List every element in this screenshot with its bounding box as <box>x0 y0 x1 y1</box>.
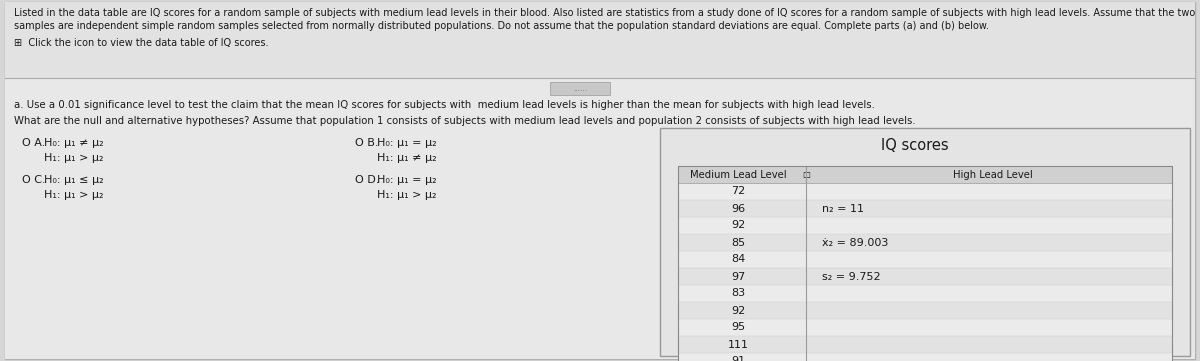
Bar <box>678 336 1172 353</box>
Text: IQ scores: IQ scores <box>881 138 949 153</box>
Text: a. Use a 0.01 significance level to test the claim that the mean IQ scores for s: a. Use a 0.01 significance level to test… <box>14 100 875 110</box>
Text: What are the null and alternative hypotheses? Assume that population 1 consists : What are the null and alternative hypoth… <box>14 116 916 126</box>
Text: n₂ = 11: n₂ = 11 <box>822 204 864 213</box>
Text: 97: 97 <box>731 271 745 282</box>
Bar <box>678 268 1172 285</box>
Text: Medium Lead Level: Medium Lead Level <box>690 170 786 179</box>
Bar <box>660 128 1190 356</box>
Text: H₁: μ₁ > μ₂: H₁: μ₁ > μ₂ <box>377 190 437 200</box>
Text: 85: 85 <box>731 238 745 248</box>
Bar <box>678 217 1172 234</box>
Text: 111: 111 <box>727 339 749 349</box>
Bar <box>678 302 1172 319</box>
Bar <box>678 353 1172 361</box>
Text: H₀: μ₁ ≠ μ₂: H₀: μ₁ ≠ μ₂ <box>44 138 103 148</box>
Text: 95: 95 <box>731 322 745 332</box>
Bar <box>678 285 1172 302</box>
Text: □: □ <box>802 170 810 179</box>
Text: 96: 96 <box>731 204 745 213</box>
Text: 72: 72 <box>731 187 745 196</box>
Text: 91: 91 <box>731 357 745 361</box>
Text: High Lead Level: High Lead Level <box>953 170 1033 179</box>
Bar <box>678 251 1172 268</box>
Text: samples are independent simple random samples selected from normally distributed: samples are independent simple random sa… <box>14 21 989 31</box>
Bar <box>678 234 1172 251</box>
Text: O A.: O A. <box>22 138 46 148</box>
Bar <box>678 166 1172 183</box>
Bar <box>5 78 1195 359</box>
Text: H₁: μ₁ ≠ μ₂: H₁: μ₁ ≠ μ₂ <box>377 153 437 163</box>
Text: H₁: μ₁ > μ₂: H₁: μ₁ > μ₂ <box>44 153 103 163</box>
Text: ẋ₂ = 89.003: ẋ₂ = 89.003 <box>822 238 888 248</box>
Text: s₂ = 9.752: s₂ = 9.752 <box>822 271 881 282</box>
Text: 92: 92 <box>731 305 745 316</box>
Text: ⊞  Click the icon to view the data table of IQ scores.: ⊞ Click the icon to view the data table … <box>14 38 269 48</box>
Bar <box>678 166 1172 361</box>
Text: H₀: μ₁ = μ₂: H₀: μ₁ = μ₂ <box>377 175 437 185</box>
Text: H₀: μ₁ = μ₂: H₀: μ₁ = μ₂ <box>377 138 437 148</box>
Bar <box>550 82 610 95</box>
Bar <box>678 183 1172 200</box>
Bar <box>678 200 1172 217</box>
Text: H₁: μ₁ > μ₂: H₁: μ₁ > μ₂ <box>44 190 103 200</box>
Text: Listed in the data table are IQ scores for a random sample of subjects with medi: Listed in the data table are IQ scores f… <box>14 8 1195 18</box>
Text: 84: 84 <box>731 255 745 265</box>
Text: H₀: μ₁ ≤ μ₂: H₀: μ₁ ≤ μ₂ <box>44 175 103 185</box>
Text: 83: 83 <box>731 288 745 299</box>
Text: O C.: O C. <box>22 175 46 185</box>
Text: 92: 92 <box>731 221 745 231</box>
Text: O B.: O B. <box>355 138 378 148</box>
Text: O D.: O D. <box>355 175 379 185</box>
Bar <box>678 319 1172 336</box>
Text: ......: ...... <box>572 84 587 93</box>
Bar <box>5 2 1195 78</box>
